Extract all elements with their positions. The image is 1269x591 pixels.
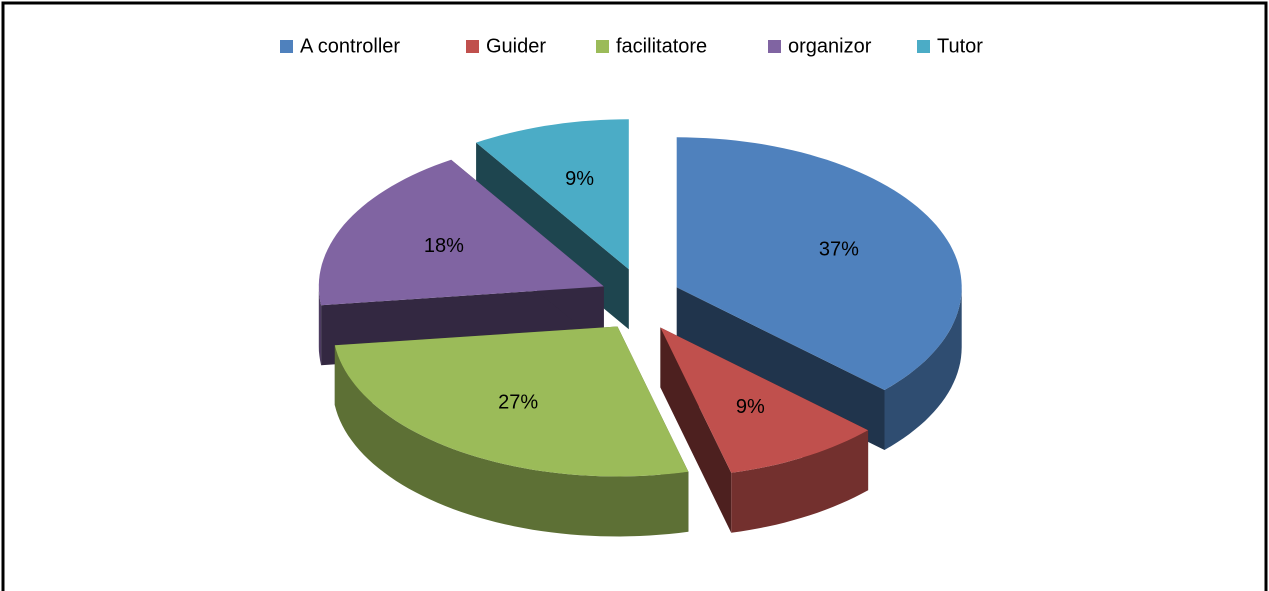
legend-swatch [768, 40, 781, 53]
legend-swatch [280, 40, 293, 53]
data-label: 18% [424, 235, 464, 257]
legend-swatch [466, 40, 479, 53]
slice-top [660, 327, 869, 473]
slice-side [884, 287, 962, 450]
legend-swatch [596, 40, 609, 53]
legend-label: Tutor [937, 35, 983, 57]
data-label: 9% [736, 396, 765, 418]
slice-wall [676, 287, 885, 450]
pie-slice: 18% [318, 159, 604, 366]
legend-label: A controller [300, 35, 400, 57]
pie-slice: 37% [676, 137, 962, 450]
slice-wall [660, 327, 732, 533]
legend-swatch [917, 40, 930, 53]
slice-side [318, 286, 322, 366]
legend-label: Guider [486, 35, 546, 57]
slice-top [318, 159, 604, 306]
slice-top [676, 137, 962, 390]
data-label: 27% [498, 392, 538, 414]
slice-top [476, 119, 629, 270]
legend-label: facilitatore [616, 35, 707, 57]
pie-slice: 27% [334, 326, 689, 537]
data-label: 9% [565, 168, 594, 190]
slice-side [731, 430, 869, 533]
legend-label: organizor [788, 35, 872, 57]
slice-top [334, 326, 689, 477]
pie-slice: 9% [660, 327, 869, 533]
data-label: 37% [819, 239, 859, 261]
slice-side [334, 345, 689, 537]
